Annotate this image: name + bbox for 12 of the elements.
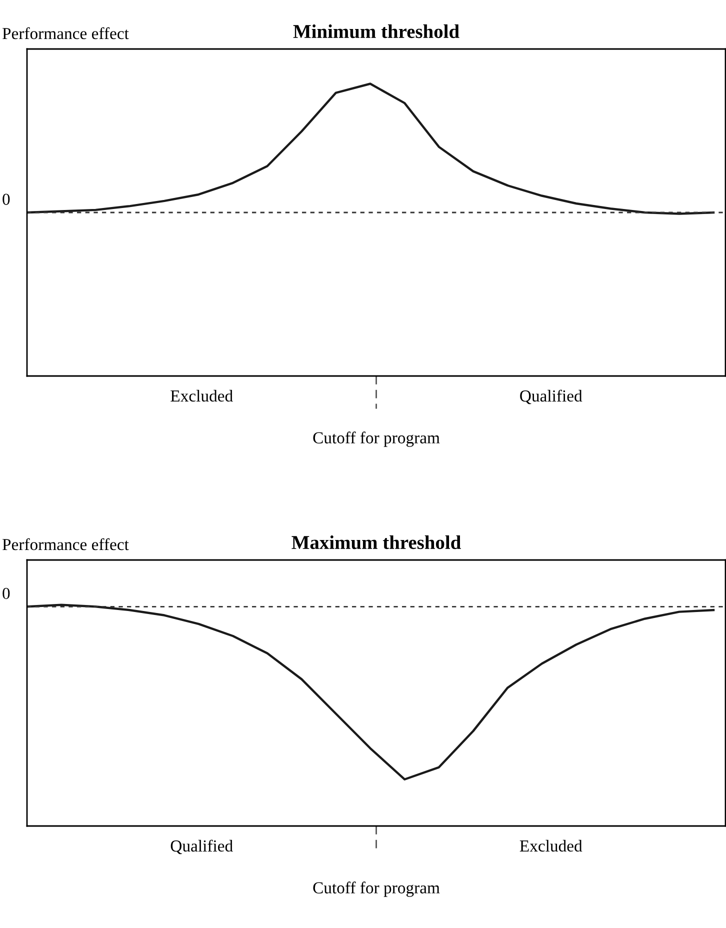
ref-line-label: 0: [2, 194, 10, 205]
text: Qualified: [170, 840, 233, 854]
ref-line-label: 0: [2, 588, 10, 600]
text: Excluded: [520, 840, 582, 852]
chart-title: Maximum threshold: [292, 535, 461, 550]
y-axis-title: Performance effect: [2, 538, 129, 550]
chart-title: Minimum threshold: [293, 24, 460, 38]
text: Excluded: [170, 390, 233, 402]
y-axis-title: Performance effect: [2, 27, 129, 40]
text: Cutoff for program: [313, 432, 440, 447]
text: Cutoff for program: [313, 882, 440, 897]
text: Qualified: [520, 390, 582, 404]
